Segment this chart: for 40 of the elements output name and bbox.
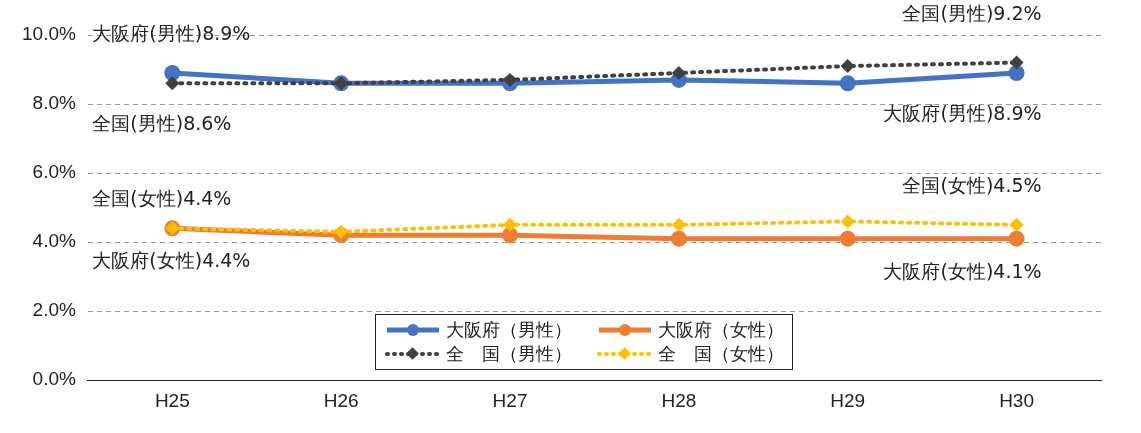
annotation: 大阪府(男性)8.9% (92, 21, 251, 44)
y-tick-label: 8.0% (32, 92, 76, 114)
annotation: 全国(女性)4.5% (902, 173, 1042, 196)
annotation: 大阪府(女性)4.4% (92, 249, 251, 272)
point (1009, 217, 1024, 232)
y-tick-label: 6.0% (32, 161, 76, 183)
point (1008, 230, 1025, 247)
annotation: 大阪府(男性)8.9% (883, 101, 1042, 124)
annotation: 大阪府(女性)4.1% (883, 259, 1042, 282)
point (839, 230, 856, 247)
x-tick-label: H27 (492, 389, 528, 411)
legend-label: 全 国（女性） (658, 342, 784, 366)
x-tick-label: H28 (661, 389, 697, 411)
annotation: 全国(男性)8.6% (92, 112, 232, 135)
point (502, 227, 519, 244)
point (334, 224, 349, 239)
point (164, 64, 181, 81)
annotation: 全国(女性)4.4% (92, 187, 232, 210)
point (670, 230, 687, 247)
x-tick-label: H25 (154, 389, 190, 411)
point (1009, 55, 1024, 70)
legend-label: 全 国（男性） (446, 342, 572, 366)
point (165, 76, 180, 91)
point (840, 59, 855, 74)
x-tick-label: H29 (830, 389, 866, 411)
point (503, 217, 518, 232)
y-tick-label: 2.0% (32, 299, 76, 321)
y-tick-label: 10.0% (22, 23, 76, 45)
point (671, 217, 686, 232)
y-tick-label: 0.0% (32, 368, 76, 390)
y-tick-label: 4.0% (32, 230, 76, 252)
point (839, 75, 856, 92)
point (671, 65, 686, 80)
point (840, 214, 855, 229)
annotation: 全国(男性)9.2% (902, 1, 1042, 24)
legend-label: 大阪府（女性） (658, 318, 784, 342)
legend-label: 大阪府（男性） (446, 318, 572, 342)
x-tick-label: H26 (323, 389, 359, 411)
x-tick-label: H30 (999, 389, 1034, 411)
point (503, 72, 518, 87)
